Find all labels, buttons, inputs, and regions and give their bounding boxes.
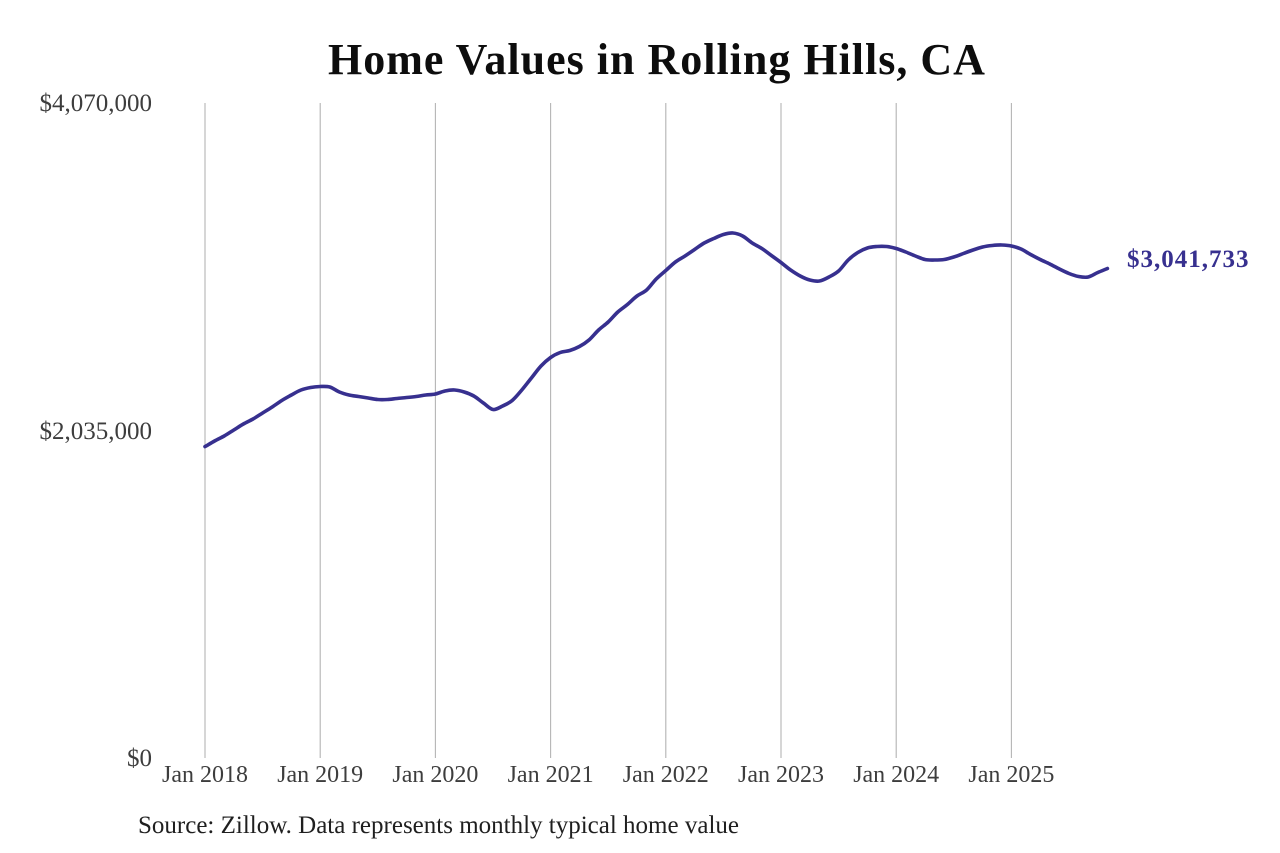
svg-text:$0: $0 bbox=[127, 745, 152, 772]
svg-text:Jan 2019: Jan 2019 bbox=[277, 762, 363, 788]
svg-text:Jan 2023: Jan 2023 bbox=[738, 762, 824, 788]
svg-text:Jan 2021: Jan 2021 bbox=[508, 762, 594, 788]
svg-text:$3,041,733: $3,041,733 bbox=[1127, 246, 1250, 273]
svg-text:Jan 2018: Jan 2018 bbox=[162, 762, 248, 788]
svg-text:$2,035,000: $2,035,000 bbox=[40, 418, 153, 445]
svg-text:Jan 2020: Jan 2020 bbox=[392, 762, 478, 788]
svg-text:Jan 2022: Jan 2022 bbox=[623, 762, 709, 788]
svg-text:$4,070,000: $4,070,000 bbox=[40, 90, 153, 117]
svg-text:Jan 2024: Jan 2024 bbox=[853, 762, 939, 788]
svg-text:Jan 2025: Jan 2025 bbox=[968, 762, 1054, 788]
svg-text:Source: Zillow. Data represent: Source: Zillow. Data represents monthly … bbox=[138, 812, 739, 839]
svg-text:Home Values in Rolling Hills,: Home Values in Rolling Hills, CA bbox=[328, 35, 986, 84]
